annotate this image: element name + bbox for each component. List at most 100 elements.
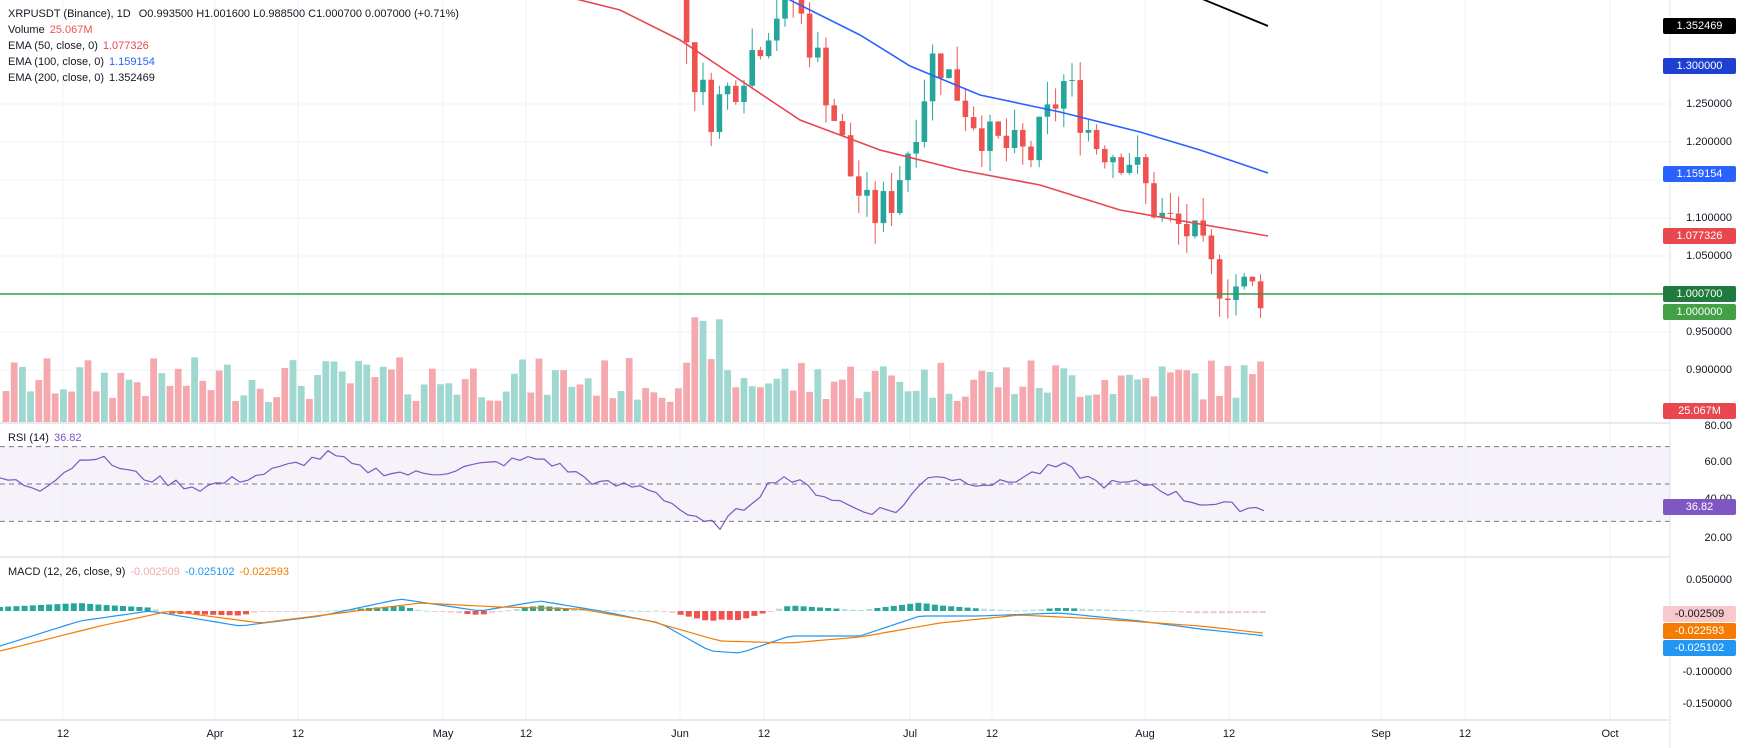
- volume-bar: [1208, 360, 1215, 422]
- candle-body: [962, 100, 969, 118]
- price-tick: 0.900000: [1686, 364, 1732, 376]
- macd-signal-line: [0, 602, 1263, 652]
- volume-bar: [68, 391, 75, 422]
- macd-hist-bar: [128, 606, 135, 611]
- horizontal-lines: [0, 293, 1670, 295]
- volume-bar: [314, 374, 321, 422]
- macd-hist-bar: [1227, 611, 1233, 614]
- candle-body: [1175, 213, 1182, 224]
- volume-bar: [420, 384, 428, 422]
- volume-bar: [1076, 396, 1084, 422]
- volume-bar: [1199, 399, 1207, 422]
- candle-body: [921, 101, 928, 143]
- x-tick: Sep: [1371, 728, 1391, 740]
- macd-hist-bar: [718, 611, 725, 620]
- volume-bar: [634, 399, 641, 422]
- candle-body: [1151, 183, 1157, 218]
- volume-bar: [2, 391, 10, 422]
- macd-hist-bar: [1071, 608, 1078, 611]
- macd-hist-bar: [29, 605, 36, 611]
- macd-hist-bar: [1038, 609, 1045, 611]
- volume-bar: [445, 383, 453, 422]
- candle-body: [1134, 157, 1141, 165]
- x-tick: Oct: [1601, 728, 1619, 740]
- candle-body: [1233, 286, 1239, 301]
- macd-legend: MACD (12, 26, close, 9) -0.002509 -0.02510…: [8, 566, 294, 578]
- x-tick: 12: [985, 728, 999, 740]
- macd-hist-bar: [456, 611, 463, 614]
- macd-hist-bar: [120, 606, 126, 611]
- volume-bar: [289, 360, 297, 422]
- rsi-tick: 20.00: [1704, 532, 1732, 544]
- macd-hist-bar: [562, 608, 569, 611]
- macd-hist-bar: [1169, 611, 1176, 613]
- volume-bar: [379, 366, 387, 422]
- support-price-label: 1.000000: [1663, 304, 1736, 320]
- volume-bar: [1044, 392, 1051, 422]
- ema200-legend: EMA (200, close, 0) 1.352469: [8, 72, 160, 84]
- macd-hist-bar: [571, 609, 577, 611]
- candle-body: [1257, 281, 1264, 309]
- volume-bar: [748, 386, 756, 422]
- ema100-label: EMA (100, close, 0): [8, 56, 104, 68]
- volume-bar: [355, 360, 362, 422]
- volume-bar: [183, 385, 190, 422]
- volume-bar: [724, 370, 731, 422]
- candle-body: [839, 121, 846, 136]
- volume-bar: [880, 366, 887, 422]
- macd-hist-bar: [661, 611, 668, 612]
- rsi-value: 36.82: [53, 432, 82, 444]
- candle-body: [806, 13, 813, 58]
- candle-body: [1093, 130, 1100, 150]
- macd-hist-bar: [948, 606, 955, 611]
- rsi-line: [0, 449, 1265, 531]
- ema200-line: [1202, 0, 1269, 27]
- macd-hist-bar: [866, 609, 873, 611]
- macd-hist-bar: [13, 606, 20, 611]
- volume-bar: [232, 401, 239, 422]
- macd-hist-bar: [833, 608, 840, 611]
- candle-body: [1200, 220, 1206, 236]
- macd-hist-bar: [79, 603, 85, 611]
- volume-bar: [51, 393, 59, 422]
- volume-bar: [986, 372, 994, 422]
- macd-hist-bar: [1177, 611, 1184, 613]
- rsi-tick: 60.00: [1704, 456, 1732, 468]
- ema100-price-label: 1.159154: [1663, 166, 1736, 182]
- volume-bar: [683, 362, 690, 422]
- volume-bar: [650, 392, 658, 422]
- volume-bar: [519, 359, 526, 422]
- volume-bar: [347, 383, 354, 422]
- macd-hist-bar: [316, 611, 323, 612]
- volume-bar: [1249, 374, 1256, 422]
- candle-body: [1208, 235, 1215, 260]
- volume-bar: [962, 396, 969, 422]
- macd-hist-bar: [579, 609, 586, 611]
- candle-body: [700, 79, 706, 93]
- ema-lines: [576, 0, 1269, 237]
- candle-body: [913, 142, 919, 154]
- ema50-line: [576, 0, 1269, 237]
- macd-tick: -0.150000: [1682, 698, 1732, 710]
- macd-hist-bar: [1095, 609, 1102, 611]
- macd-hist-bar: [251, 611, 258, 613]
- macd-hist-bar: [915, 602, 922, 611]
- volume-bar: [1019, 386, 1027, 422]
- volume-bar: [494, 400, 502, 422]
- x-tick: Aug: [1135, 728, 1155, 740]
- volume-price-label: 25.067M: [1663, 403, 1736, 419]
- volume-bar: [1191, 373, 1199, 422]
- macd-hist-bar: [890, 605, 897, 611]
- volume-bar: [19, 366, 26, 422]
- volume-bar: [707, 359, 715, 422]
- volume-bar: [322, 361, 330, 422]
- macd-label: MACD (12, 26, close, 9): [8, 566, 126, 578]
- macd-hist-bar: [808, 606, 815, 611]
- x-tick: May: [432, 728, 454, 740]
- macd-hist-bar: [767, 611, 774, 612]
- macd-hist-bar: [981, 608, 987, 611]
- volume-bar: [1158, 366, 1166, 422]
- candle-body: [1102, 149, 1108, 163]
- x-tick: Jul: [902, 728, 918, 740]
- macd-hist-bar: [1054, 607, 1061, 611]
